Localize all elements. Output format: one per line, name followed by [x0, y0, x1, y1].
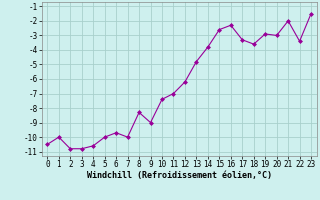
X-axis label: Windchill (Refroidissement éolien,°C): Windchill (Refroidissement éolien,°C)	[87, 171, 272, 180]
